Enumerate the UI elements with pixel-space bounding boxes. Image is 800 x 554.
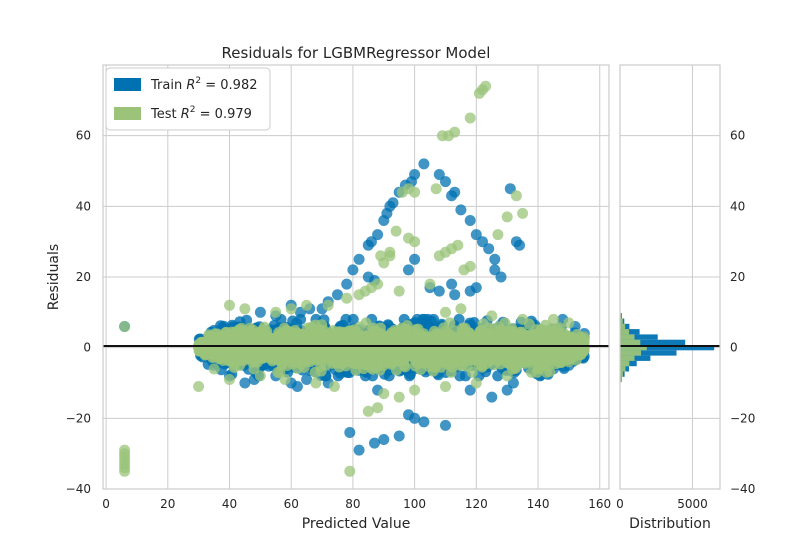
point-train — [409, 169, 420, 180]
point-train — [465, 215, 476, 226]
point-train — [409, 254, 420, 265]
point-train — [418, 416, 429, 427]
point-train — [394, 431, 405, 442]
point-train — [341, 279, 352, 290]
point-train — [449, 187, 460, 198]
point-train — [489, 254, 500, 265]
point-train — [483, 243, 494, 254]
point-train — [344, 427, 355, 438]
point-train — [455, 204, 466, 215]
point-train — [378, 434, 389, 445]
point-train — [418, 158, 429, 169]
point-test-core — [316, 319, 327, 330]
point-train — [471, 282, 482, 293]
point-train — [255, 307, 266, 318]
point-train — [449, 289, 460, 300]
point-train — [440, 176, 451, 187]
point-test-core — [401, 325, 412, 336]
point-train — [347, 264, 358, 275]
point-train — [403, 264, 414, 275]
point-train — [434, 286, 445, 297]
point-test-core — [315, 361, 326, 372]
point-train — [440, 420, 451, 431]
point-train — [388, 197, 399, 208]
point-train — [372, 229, 383, 240]
point-train — [514, 240, 525, 251]
point-train-core — [417, 314, 428, 325]
point-train — [354, 445, 365, 456]
point-train — [496, 272, 507, 283]
point-train — [354, 254, 365, 265]
point-train — [486, 392, 497, 403]
point-train — [446, 279, 457, 290]
point-train — [292, 381, 303, 392]
